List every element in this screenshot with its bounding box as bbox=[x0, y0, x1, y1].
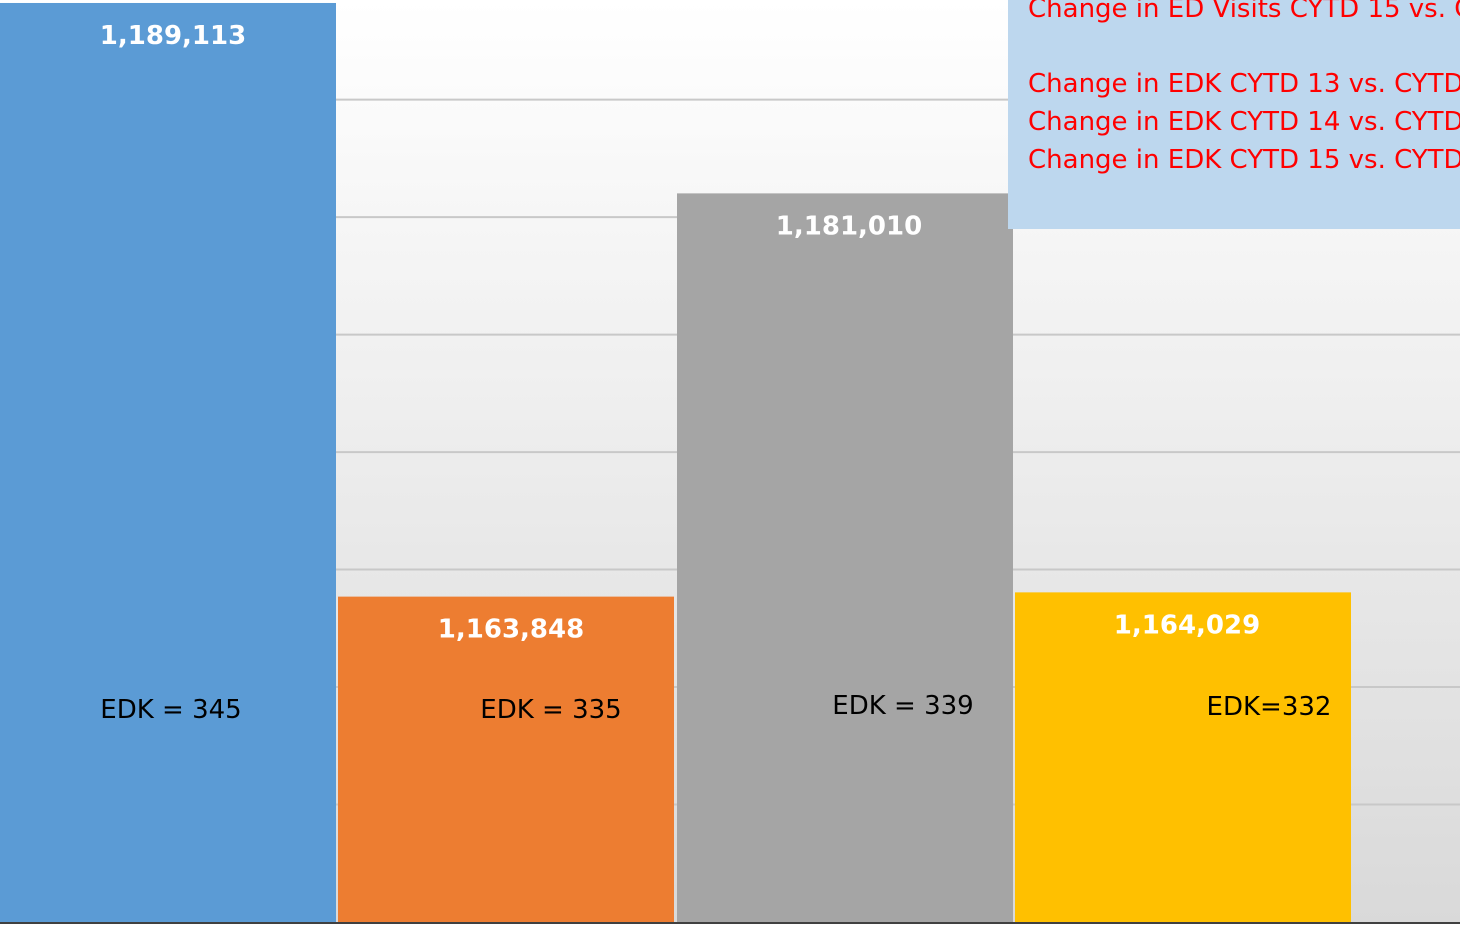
annotation-text: Change in EDK CYTD 13 vs. CYTD 1 bbox=[1028, 69, 1460, 99]
annotation-text: Change in EDK CYTD 14 vs. CYTD 1 bbox=[1028, 107, 1460, 137]
bar-annotation: EDK = 345 bbox=[100, 695, 241, 725]
value-label: 1,164,029 bbox=[1114, 610, 1260, 640]
bar bbox=[677, 193, 1013, 923]
value-label: 1,181,010 bbox=[776, 211, 922, 241]
value-label: 1,189,113 bbox=[100, 21, 246, 51]
annotation-text: Change in ED Visits CYTD 15 vs. CY bbox=[1028, 0, 1460, 24]
bar bbox=[0, 2, 336, 922]
bar-annotation: EDK = 335 bbox=[480, 695, 621, 725]
bar-annotation: EDK=332 bbox=[1207, 692, 1332, 722]
bar bbox=[1015, 592, 1351, 922]
bar-annotation: EDK = 339 bbox=[832, 691, 973, 721]
annotation-box bbox=[1008, 0, 1460, 229]
annotation-text: Change in EDK CYTD 15 vs. CYTD 1 bbox=[1028, 145, 1460, 175]
bar bbox=[338, 596, 674, 922]
value-label: 1,163,848 bbox=[438, 615, 584, 645]
